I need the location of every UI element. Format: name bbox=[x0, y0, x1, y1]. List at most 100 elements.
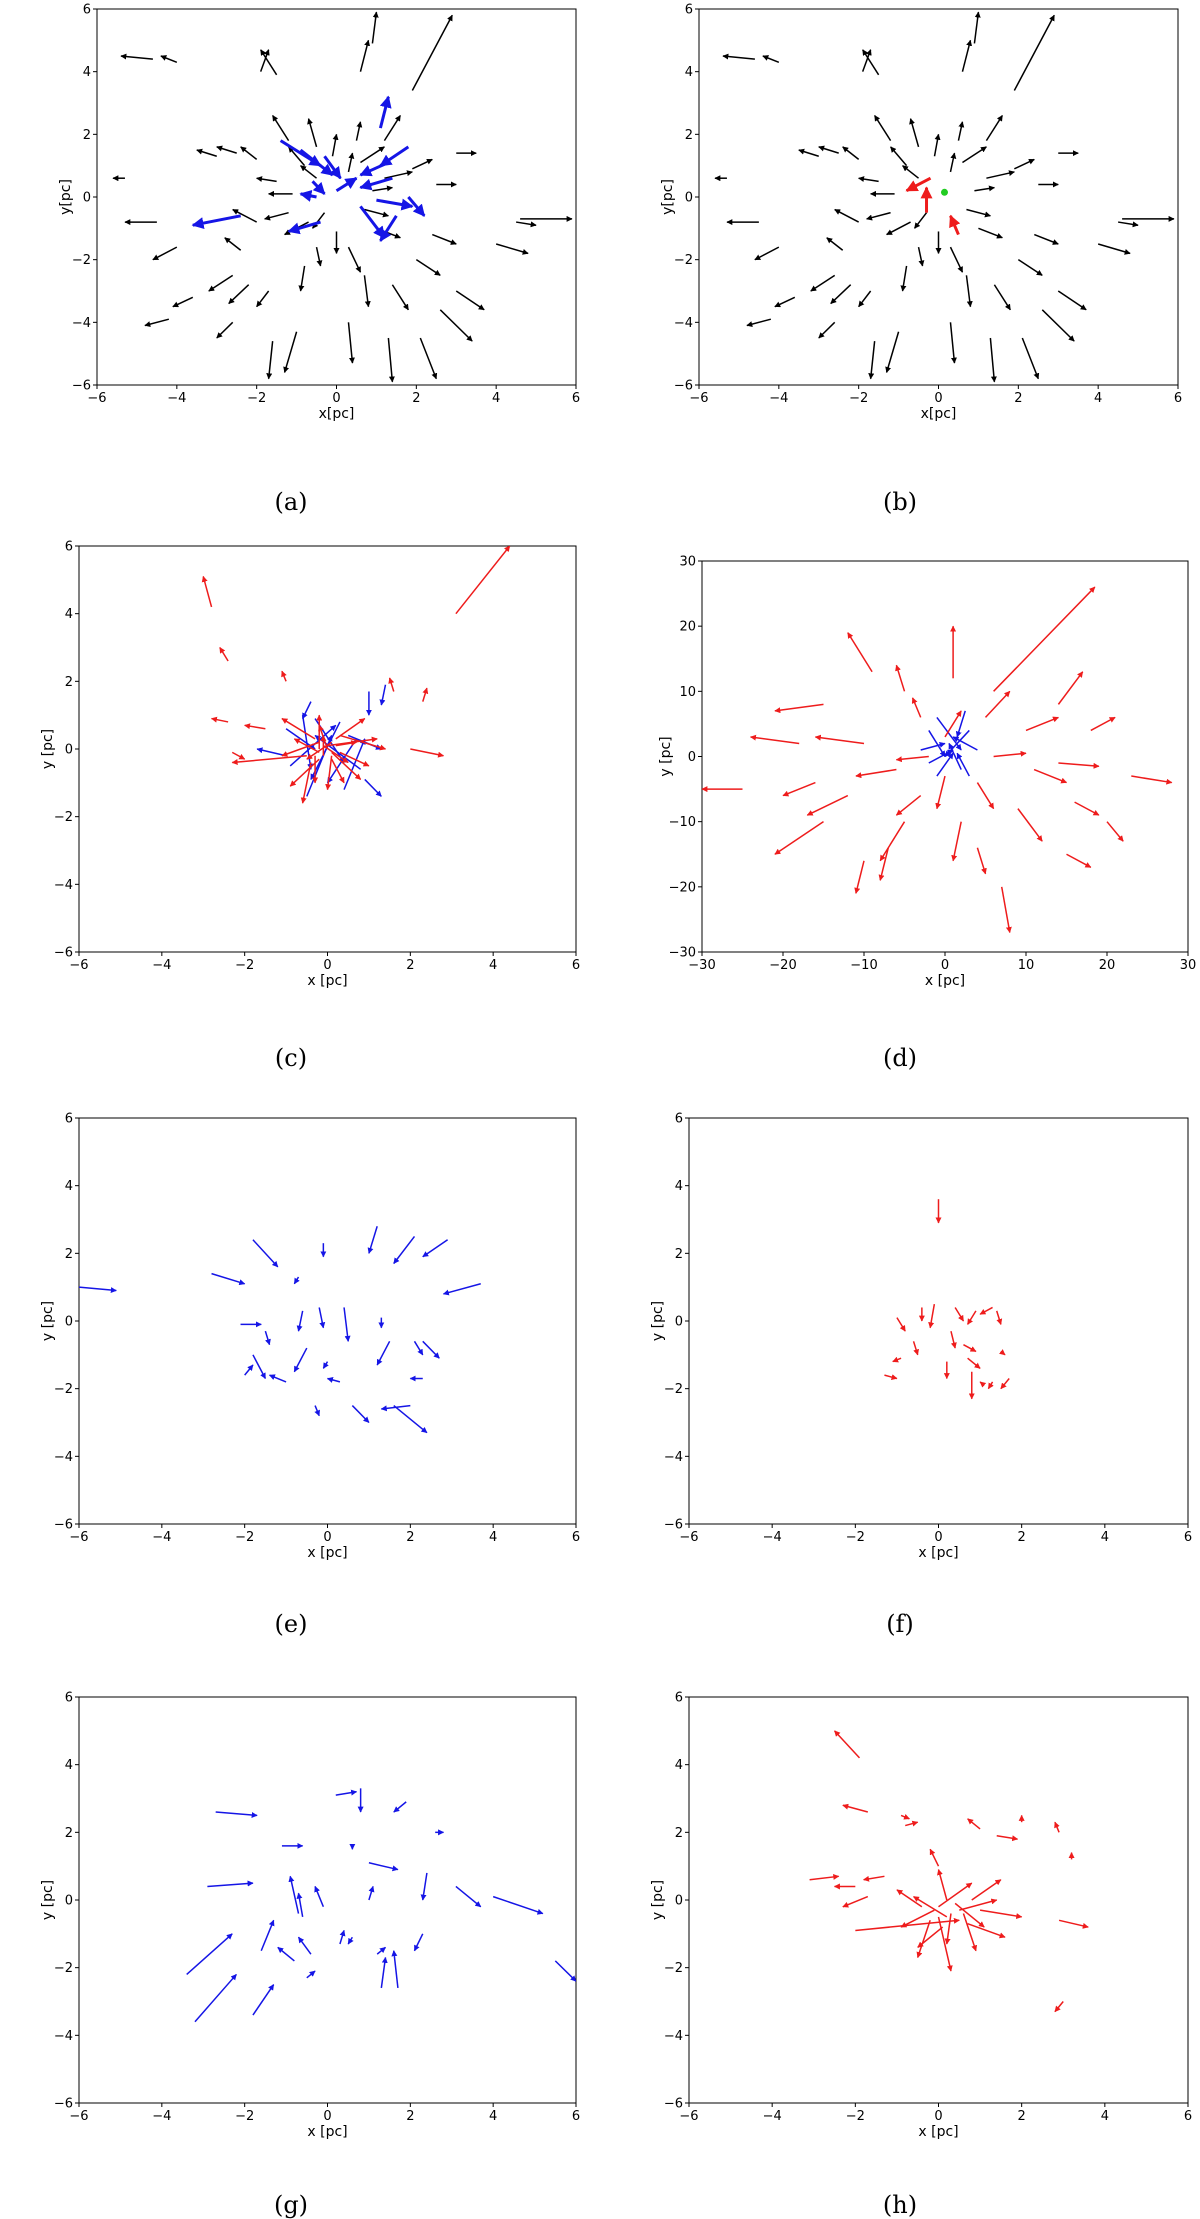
panel-caption-h: (h) bbox=[882, 2191, 918, 2219]
black-velocity-arrow bbox=[989, 337, 997, 383]
black-velocity-arrow bbox=[754, 246, 780, 261]
red-velocity-arrow bbox=[814, 734, 865, 745]
x-tick-label: 0 bbox=[323, 1530, 331, 1545]
black-velocity-arrow bbox=[387, 337, 395, 383]
red-velocity-arrow bbox=[782, 781, 816, 797]
red-velocity-arrow bbox=[842, 1803, 869, 1813]
red-velocity-arrow bbox=[979, 1306, 993, 1315]
plot-frame bbox=[698, 8, 1179, 386]
x-tick-label: 2 bbox=[406, 1530, 414, 1545]
black-velocity-arrow bbox=[516, 221, 537, 228]
black-velocity-arrow bbox=[949, 246, 964, 273]
arrow-field bbox=[884, 1199, 1010, 1400]
black-velocity-arrow bbox=[798, 148, 819, 157]
black-velocity-arrow bbox=[834, 208, 860, 223]
black-velocity-arrow bbox=[363, 275, 371, 308]
y-tick-label: 6 bbox=[675, 1691, 683, 1706]
x-tick-label: 0 bbox=[323, 2109, 331, 2124]
black-velocity-arrow bbox=[1057, 290, 1087, 311]
blue-velocity-arrow bbox=[920, 741, 946, 751]
black-velocity-arrow bbox=[962, 146, 987, 164]
red-velocity-arrow bbox=[410, 748, 445, 758]
x-tick-label: −6 bbox=[69, 958, 88, 973]
y-tick-label: −4 bbox=[664, 1450, 683, 1465]
y-tick-label: −6 bbox=[674, 379, 693, 394]
red-velocity-arrow bbox=[949, 214, 961, 236]
black-velocity-arrow bbox=[949, 322, 957, 364]
chart-panel-h: −6 −4 −2 0 2 4 6 −6 −4 −2 0 2 4 6 x [pc] y [pc] bbox=[650, 1691, 1192, 2143]
plot-frame bbox=[688, 1117, 1189, 1525]
quiver-plot-f: −6 −4 −2 0 2 4 6 −6 −4 −2 0 2 4 6 x [pc] y [pc] bbox=[650, 1112, 1192, 1562]
blue-velocity-arrow bbox=[952, 736, 978, 751]
black-velocity-arrow bbox=[347, 322, 355, 364]
black-velocity-arrow bbox=[455, 290, 485, 311]
blue-velocity-arrow bbox=[252, 1354, 267, 1380]
red-velocity-arrow bbox=[833, 1730, 861, 1759]
black-velocity-arrow bbox=[1013, 14, 1055, 91]
x-axis-label: x [pc] bbox=[307, 1545, 347, 1561]
blue-velocity-arrow bbox=[207, 1880, 254, 1888]
red-velocity-arrow bbox=[281, 741, 320, 757]
x-tick-label: 6 bbox=[1184, 2109, 1192, 2124]
y-tick-label: 4 bbox=[65, 607, 73, 622]
quiver-plot-h: −6 −4 −2 0 2 4 6 −6 −4 −2 0 2 4 6 x [pc] y [pc] bbox=[650, 1691, 1192, 2141]
red-velocity-arrow bbox=[900, 1909, 935, 1928]
x-tick-label: −2 bbox=[235, 1530, 254, 1545]
red-velocity-arrow bbox=[201, 575, 213, 608]
y-tick-label: 2 bbox=[675, 1826, 683, 1841]
blue-velocity-arrow bbox=[323, 155, 342, 180]
x-tick-label: −6 bbox=[689, 391, 708, 406]
y-tick-label: 4 bbox=[675, 1179, 683, 1194]
y-axis-label: y [pc] bbox=[40, 729, 56, 769]
y-tick-label: −2 bbox=[54, 1961, 73, 1976]
red-velocity-arrow bbox=[1058, 1919, 1089, 1929]
panel-caption-f: (f) bbox=[886, 1610, 914, 1638]
black-velocity-arrow bbox=[762, 55, 780, 63]
blue-velocity-arrow bbox=[301, 715, 314, 770]
black-velocity-arrow bbox=[933, 133, 941, 157]
black-velocity-arrow bbox=[371, 11, 379, 44]
red-velocity-arrow bbox=[962, 1913, 978, 1952]
black-velocity-arrow bbox=[359, 39, 371, 72]
chart-panel-g: −6 −4 −2 0 2 4 6 −6 −4 −2 0 2 4 6 x [pc] y [pc] bbox=[40, 1691, 580, 2143]
black-velocity-arrow bbox=[917, 246, 925, 267]
panel-caption-d: (d) bbox=[882, 1044, 918, 1072]
red-velocity-arrow bbox=[950, 1330, 957, 1349]
y-tick-label: 4 bbox=[83, 65, 91, 80]
black-velocity-arrow bbox=[264, 211, 289, 221]
blue-velocity-arrow bbox=[314, 1405, 320, 1417]
panel-caption-g: (g) bbox=[273, 2191, 309, 2219]
x-tick-label: 0 bbox=[941, 958, 949, 973]
red-velocity-arrow bbox=[916, 1920, 931, 1959]
red-velocity-arrow bbox=[996, 1834, 1019, 1842]
black-velocity-arrow bbox=[256, 176, 277, 183]
y-axis-label: y[pc] bbox=[58, 179, 74, 215]
panel-caption-c: (c) bbox=[274, 1044, 308, 1072]
red-velocity-arrow bbox=[912, 1341, 919, 1356]
blue-velocity-arrow bbox=[299, 190, 317, 202]
red-velocity-arrow bbox=[231, 751, 246, 760]
black-velocity-arrow bbox=[810, 274, 836, 292]
y-tick-label: 4 bbox=[675, 1758, 683, 1773]
x-tick-label: −4 bbox=[763, 2109, 782, 2124]
y-tick-label: −4 bbox=[54, 1450, 73, 1465]
black-velocity-arrow bbox=[240, 146, 258, 160]
black-velocity-arrow bbox=[966, 208, 991, 218]
red-velocity-arrow bbox=[293, 738, 320, 754]
x-tick-label: 4 bbox=[1101, 2109, 1109, 2124]
black-velocity-arrow bbox=[228, 284, 250, 305]
x-tick-label: −2 bbox=[849, 391, 868, 406]
x-tick-label: 20 bbox=[1099, 958, 1116, 973]
y-tick-label: 0 bbox=[65, 743, 73, 758]
y-tick-label: 6 bbox=[65, 540, 73, 555]
x-tick-label: −2 bbox=[846, 2109, 865, 2124]
red-velocity-arrow bbox=[1054, 2001, 1064, 2013]
red-velocity-arrow bbox=[806, 794, 849, 816]
red-velocity-arrow bbox=[855, 768, 897, 779]
panel-caption-e: (e) bbox=[274, 1610, 308, 1638]
plot-frame bbox=[96, 8, 577, 386]
red-velocity-arrow bbox=[935, 775, 946, 810]
y-tick-label: 0 bbox=[65, 1315, 73, 1330]
y-axis-label: y [pc] bbox=[40, 1301, 56, 1341]
blue-velocity-arrow bbox=[287, 220, 321, 235]
